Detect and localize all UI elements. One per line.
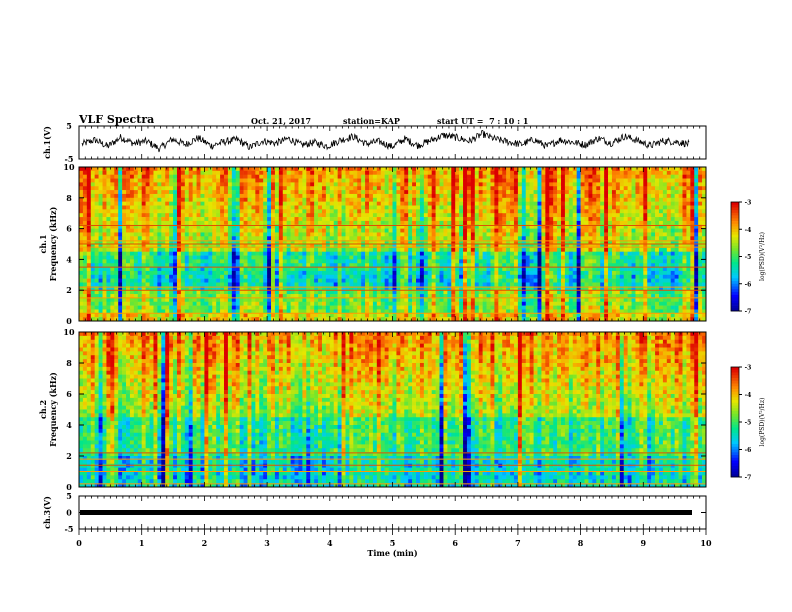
date-label: Oct. 21, 2017: [251, 116, 312, 126]
ch3-waveform: [80, 510, 692, 515]
y-tick-label: 5: [66, 121, 72, 131]
y-tick-label: 2: [66, 285, 72, 295]
y-tick-label: 4: [66, 254, 72, 264]
x-tick-label: 5: [390, 538, 396, 548]
y-tick-label: 0: [66, 508, 72, 518]
y-tick-label: 0: [66, 316, 72, 326]
y-axis-label: ch.1: [38, 234, 48, 253]
x-tick-label: 0: [76, 538, 82, 548]
y-tick-label: -5: [65, 524, 74, 534]
x-tick-label: 9: [641, 538, 647, 548]
colorbar-tick-label: -4: [745, 392, 752, 399]
y-tick-label: 6: [66, 389, 72, 399]
y-tick-label: -5: [65, 154, 74, 164]
colorbar-label: log(PSD)(V²/Hz): [759, 232, 766, 281]
x-tick-label: 4: [327, 538, 333, 548]
waveform-ch3: [78, 495, 707, 530]
station-label: station=KAP: [343, 116, 400, 126]
colorbar-label: log(PSD)(V²/Hz): [759, 398, 766, 447]
colorbar-tick-label: -4: [745, 227, 752, 234]
colorbar-tick-label: -5: [745, 254, 752, 261]
x-tick-label: 10: [700, 538, 712, 548]
y-tick-label: 6: [66, 224, 72, 234]
y-axis-label: ch.1(V): [42, 126, 52, 159]
y-tick-label: 2: [66, 451, 72, 461]
colorbar-tick-label: -6: [745, 447, 752, 454]
x-tick-label: 2: [202, 538, 208, 548]
x-tick-label: 8: [578, 538, 584, 548]
y-tick-label: 8: [66, 358, 72, 368]
x-tick-label: 6: [452, 538, 458, 548]
figure-title: VLF Spectra: [79, 113, 155, 126]
station-value: KAP: [380, 116, 400, 126]
colorbar-tick-label: -7: [745, 309, 752, 316]
start-value: 7 : 10 : 1: [489, 116, 529, 126]
colorbar-tick-label: -3: [745, 365, 752, 372]
y-tick-label: 10: [63, 162, 75, 172]
y-tick-label: 8: [66, 193, 72, 203]
start-prefix: start UT =: [437, 116, 484, 126]
y-tick-label: 5: [66, 491, 72, 501]
y-tick-label: 10: [63, 327, 75, 337]
y-axis-label: ch.3(V): [42, 496, 52, 529]
y-axis-label: Frequency (kHz): [48, 372, 58, 447]
y-tick-label: 0: [66, 482, 72, 492]
x-tick-label: 3: [264, 538, 270, 548]
ch1-waveform: [81, 130, 690, 153]
colorbar-tick-label: -3: [745, 200, 752, 207]
station-prefix: station=: [343, 116, 381, 126]
x-tick-label: 1: [139, 538, 145, 548]
colorbar-tick-label: -6: [745, 281, 752, 288]
spectrogram-ch2: [78, 331, 742, 488]
colorbar-tick-label: -5: [745, 420, 752, 427]
y-axis-label: ch.2: [38, 400, 48, 419]
waveform-ch1: [78, 125, 707, 160]
x-tick-label: 7: [515, 538, 521, 548]
y-axis-label: Frequency (kHz): [48, 206, 58, 281]
start-time-label: start UT = 7 : 10 : 1: [437, 116, 528, 126]
colorbar-tick-label: -7: [745, 475, 752, 482]
spectrogram-ch1: [78, 166, 742, 322]
y-tick-label: 4: [66, 420, 72, 430]
x-axis-label: Time (min): [367, 548, 417, 558]
